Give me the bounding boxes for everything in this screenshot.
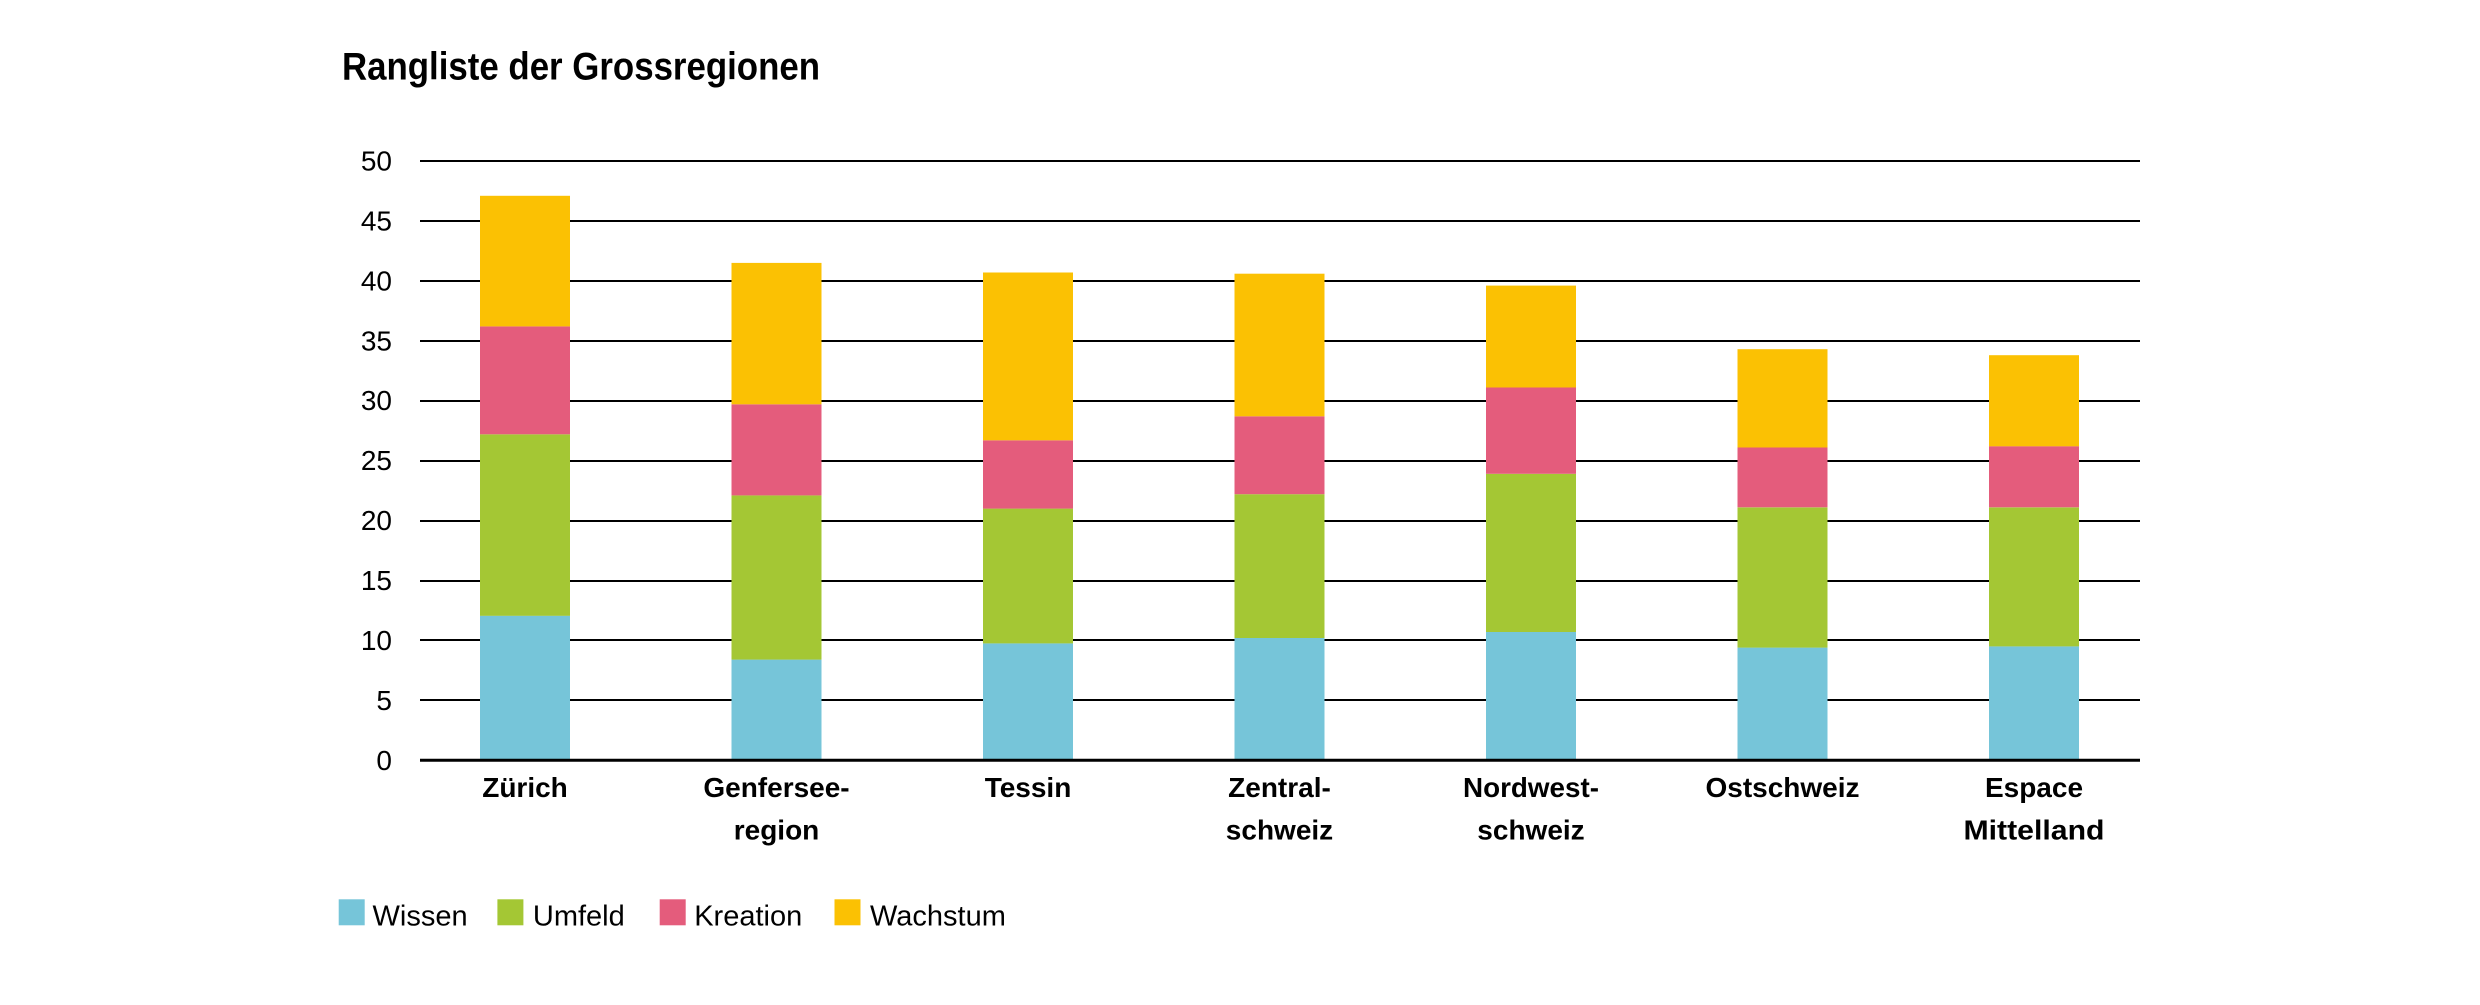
svg-text:35: 35 bbox=[361, 325, 392, 356]
svg-text:Genfersee-: Genfersee- bbox=[703, 772, 849, 803]
svg-text:Wissen: Wissen bbox=[373, 901, 468, 933]
svg-text:Mittelland: Mittelland bbox=[1964, 815, 2105, 846]
svg-text:25: 25 bbox=[361, 445, 392, 476]
svg-text:region: region bbox=[734, 815, 820, 846]
svg-text:schweiz: schweiz bbox=[1477, 815, 1584, 846]
svg-text:15: 15 bbox=[361, 565, 392, 596]
svg-text:schweiz: schweiz bbox=[1226, 815, 1333, 846]
svg-text:Rangliste der Grossregionen: Rangliste der Grossregionen bbox=[342, 46, 820, 89]
svg-text:30: 30 bbox=[361, 385, 392, 416]
svg-text:Zürich: Zürich bbox=[482, 772, 568, 803]
svg-text:0: 0 bbox=[376, 745, 392, 776]
svg-text:Nordwest-: Nordwest- bbox=[1463, 772, 1599, 803]
svg-text:Tessin: Tessin bbox=[985, 772, 1072, 803]
svg-text:Zentral-: Zentral- bbox=[1228, 772, 1331, 803]
svg-text:10: 10 bbox=[361, 625, 392, 656]
svg-text:Umfeld: Umfeld bbox=[533, 901, 625, 933]
svg-text:20: 20 bbox=[361, 505, 392, 536]
svg-text:5: 5 bbox=[376, 685, 392, 716]
svg-text:40: 40 bbox=[361, 265, 392, 296]
svg-text:Wachstum: Wachstum bbox=[870, 901, 1006, 933]
svg-text:50: 50 bbox=[361, 146, 392, 177]
svg-text:Espace: Espace bbox=[1985, 772, 2083, 803]
svg-text:Ostschweiz: Ostschweiz bbox=[1705, 772, 1859, 803]
svg-text:Kreation: Kreation bbox=[694, 901, 802, 933]
svg-text:45: 45 bbox=[361, 205, 392, 236]
